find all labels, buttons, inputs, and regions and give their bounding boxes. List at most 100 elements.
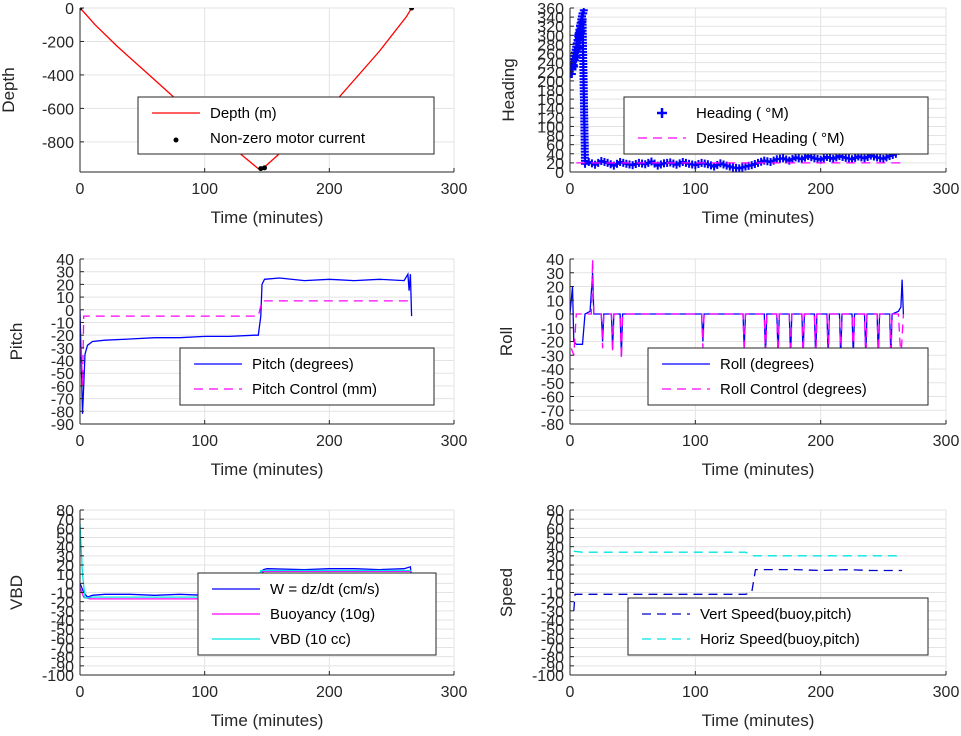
x-axis-label: Time (minutes) — [211, 460, 324, 479]
x-tick-label: 0 — [76, 684, 85, 701]
legend-label: Pitch Control (mm) — [252, 381, 377, 398]
x-tick-label: 200 — [316, 181, 343, 198]
y-tick-label: 30 — [546, 549, 564, 566]
y-tick-label: -40 — [51, 354, 74, 371]
legend-label: Buoyancy (10g) — [270, 606, 375, 623]
y-tick-label: -100 — [532, 668, 564, 685]
x-tick-label: 300 — [441, 433, 468, 450]
y-tick-label: 0 — [555, 165, 564, 182]
y-tick-label: -60 — [51, 379, 74, 396]
series-line-pitch-0 — [80, 272, 413, 414]
series-line-depth-0 — [80, 8, 413, 170]
y-tick-label: 70 — [56, 512, 74, 529]
y-tick-label: 40 — [56, 540, 74, 557]
plot-area — [570, 8, 907, 172]
chart-vbd: 0 100 200 30080706050403020100-10-20-30-40-… — [7, 503, 467, 730]
y-axis-label: VBD — [7, 575, 26, 610]
y-tick-label: 50 — [56, 531, 74, 548]
data-point — [738, 163, 747, 172]
y-tick-label: 80 — [546, 503, 564, 520]
legend-label: Non-zero motor current — [210, 130, 366, 147]
series-line-vbd-2 — [80, 523, 412, 599]
x-tick-label: 0 — [566, 181, 575, 198]
y-tick-label: -50 — [51, 622, 74, 639]
y-axis-label: Speed — [497, 568, 516, 617]
x-tick-label: 200 — [807, 181, 834, 198]
y-tick-label: -10 — [541, 586, 564, 603]
legend: W = dz/dt (cm/s) Buoyancy (10g) VBD (10 cc… — [197, 572, 437, 656]
legend-box — [179, 347, 435, 406]
y-tick-label: 0 — [65, 576, 74, 593]
legend-label: Pitch (degrees) — [252, 356, 354, 373]
y-tick-label: 280 — [537, 37, 564, 54]
x-tick-label: 200 — [807, 684, 834, 701]
y-tick-label: -60 — [541, 631, 564, 648]
y-tick-label: -10 — [51, 315, 74, 332]
y-tick-label: -30 — [51, 341, 74, 358]
y-tick-label: -10 — [541, 321, 564, 338]
y-tick-label: 40 — [56, 252, 74, 269]
y-tick-label: -80 — [541, 417, 564, 434]
x-tick-label: 100 — [191, 684, 218, 701]
y-tick-label: -20 — [51, 595, 74, 612]
y-tick-label: 50 — [546, 531, 564, 548]
y-tick-label: -20 — [541, 335, 564, 352]
y-tick-label: 320 — [537, 19, 564, 36]
legend-box — [623, 96, 929, 155]
x-axis-label: Time (minutes) — [702, 711, 815, 730]
chart-depth: 0 100 200 300 0 -200 -400 -600 -800 Time (minutes… — [0, 1, 467, 227]
data-point — [258, 166, 264, 172]
y-tick-label: -70 — [51, 392, 74, 409]
y-tick-label: -90 — [541, 659, 564, 676]
y-tick-label: -90 — [51, 417, 74, 434]
y-tick-label: 80 — [56, 503, 74, 520]
legend-box — [137, 96, 435, 155]
y-tick-label: -90 — [51, 659, 74, 676]
y-tick-label: -100 — [42, 668, 74, 685]
y-tick-label: 300 — [537, 28, 564, 45]
data-point — [656, 160, 665, 169]
y-tick-label: -600 — [42, 101, 74, 118]
plot-area — [570, 259, 905, 363]
y-tick-label: 260 — [537, 47, 564, 64]
data-point — [80, 8, 83, 11]
y-tick-label: 40 — [546, 540, 564, 557]
y-tick-label: 0 — [65, 1, 74, 18]
chart-pitch: 0 100 200 300403020100-10-20-30-40-50-60-70… — [7, 252, 467, 479]
y-tick-label: 340 — [537, 10, 564, 27]
x-tick-label: 0 — [566, 433, 575, 450]
y-tick-label: -80 — [541, 650, 564, 667]
y-tick-label: -40 — [541, 362, 564, 379]
x-axis-label: Time (minutes) — [211, 711, 324, 730]
y-tick-label: -50 — [51, 366, 74, 383]
x-tick-label: 200 — [316, 684, 343, 701]
y-tick-label: 20 — [56, 558, 74, 575]
y-tick-label: -80 — [51, 404, 74, 421]
legend-box — [627, 597, 929, 656]
y-tick-label: 30 — [56, 549, 74, 566]
y-tick-label: -20 — [51, 328, 74, 345]
plot-area — [573, 550, 903, 611]
y-tick-label: -800 — [42, 135, 74, 152]
y-tick-label: -200 — [42, 34, 74, 51]
x-tick-label: 100 — [682, 181, 709, 198]
y-tick-label: -30 — [51, 604, 74, 621]
y-tick-label: -400 — [42, 68, 74, 85]
x-tick-label: 300 — [933, 433, 960, 450]
series-line-roll-0 — [570, 272, 905, 359]
data-point — [719, 160, 728, 169]
y-tick-label: -10 — [51, 586, 74, 603]
y-tick-label: 20 — [546, 280, 564, 297]
x-tick-label: 300 — [441, 684, 468, 701]
legend-label: Roll (degrees) — [720, 356, 814, 373]
legend-label: Roll Control (degrees) — [720, 381, 867, 398]
y-tick-label: -70 — [541, 403, 564, 420]
y-tick-label: 40 — [546, 252, 564, 269]
legend: Vert Speed(buoy,pitch) Horiz Speed(buoy,p… — [627, 597, 929, 656]
legend-label: Vert Speed(buoy,pitch) — [700, 606, 851, 623]
x-axis-label: Time (minutes) — [211, 208, 324, 227]
y-tick-label: -50 — [541, 376, 564, 393]
x-axis-label: Time (minutes) — [702, 208, 815, 227]
data-point — [807, 153, 816, 162]
